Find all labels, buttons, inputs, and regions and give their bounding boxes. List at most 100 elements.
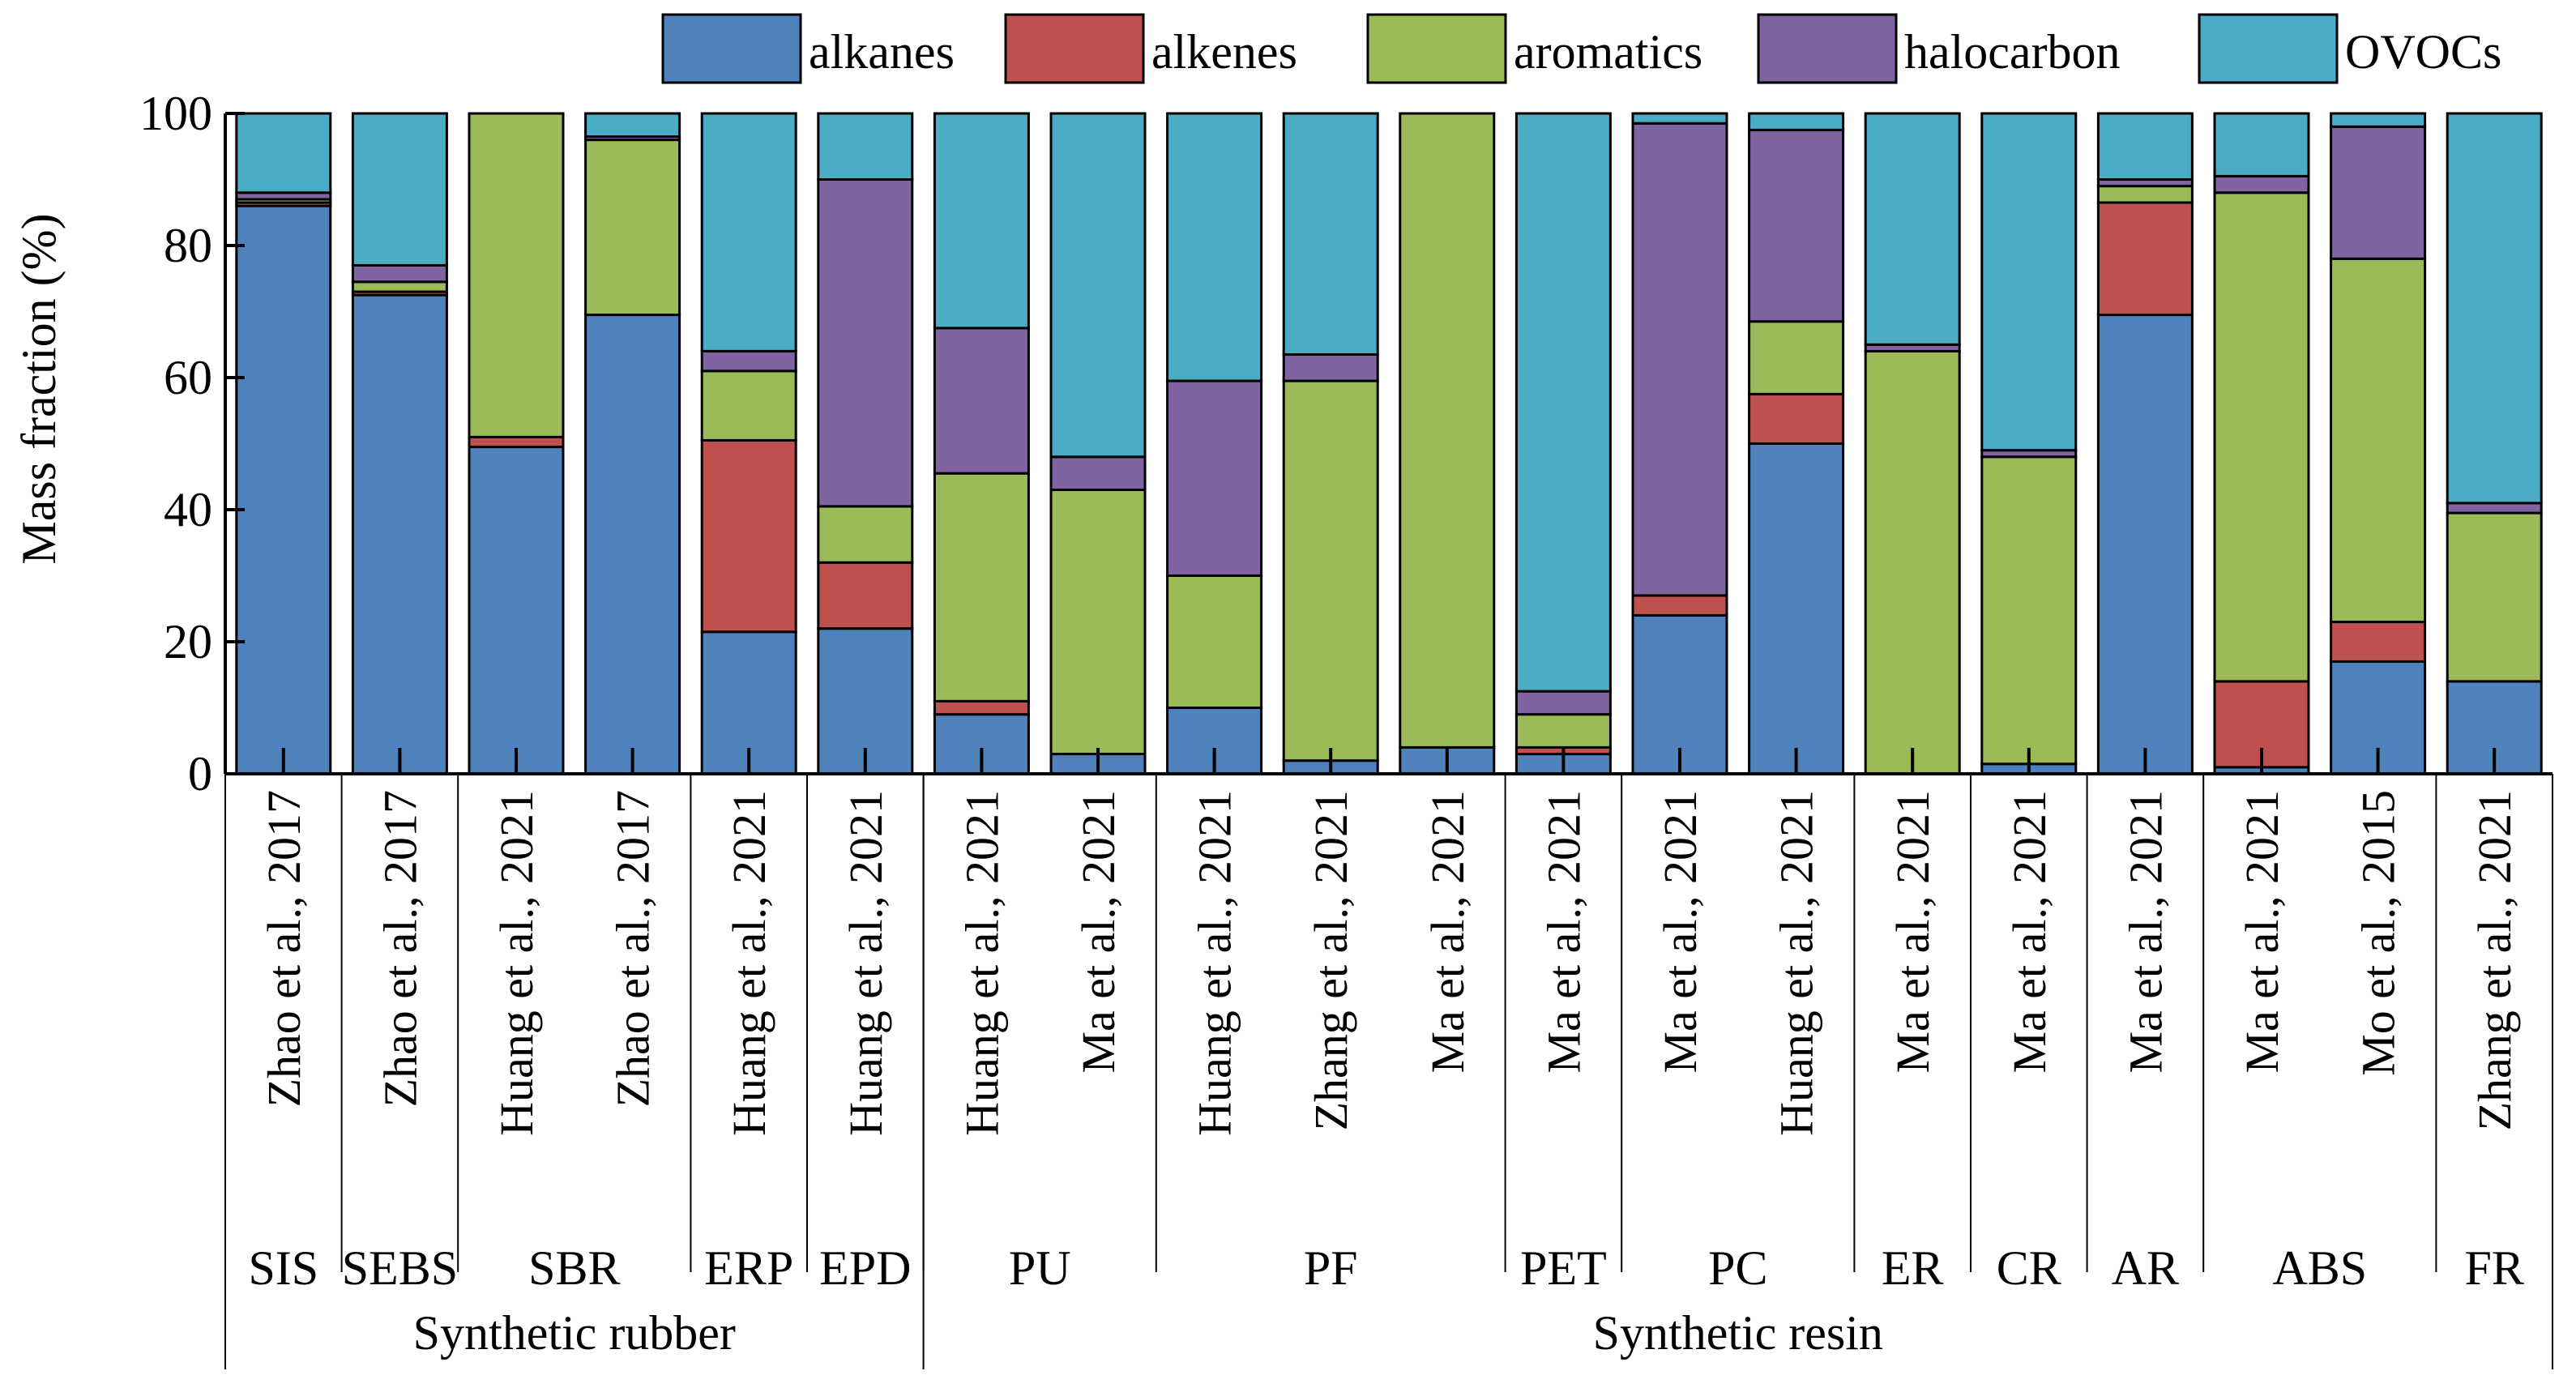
- bar-segment-halocarbon: [2330, 125, 2427, 260]
- x-axis-labels: Zhao et al., 2017 Zhao et al., 2017 Huang …: [224, 774, 2553, 1369]
- bar-segment-alkenes: [468, 435, 565, 449]
- category-label: Ma et al., 2021: [2119, 790, 2172, 1074]
- group-label: FR: [2465, 1241, 2524, 1295]
- group-label: CR: [1997, 1241, 2061, 1295]
- legend-swatch-OVOCs: [2198, 13, 2339, 84]
- bar-segment-OVOCs: [584, 112, 681, 139]
- y-axis-label: Mass fraction (%): [12, 213, 66, 564]
- category-label: Ma et al., 2021: [1421, 790, 1474, 1074]
- bar-segment-alkanes: [584, 314, 681, 775]
- legend-swatch-alkanes: [661, 13, 802, 84]
- bar-segment-aromatics: [1980, 455, 2078, 766]
- category-label: Huang et al., 2021: [955, 790, 1008, 1136]
- legend-swatch-aromatics: [1366, 13, 1507, 84]
- y-tick-label: 20: [164, 615, 212, 668]
- group-label: PC: [1708, 1241, 1767, 1295]
- bar-segment-halocarbon: [933, 327, 1030, 475]
- bar-segment-OVOCs: [351, 112, 448, 267]
- bar-segment-OVOCs: [2446, 112, 2543, 505]
- bar-segment-alkenes: [817, 561, 914, 630]
- legend-label: alkanes: [809, 25, 955, 79]
- bar-segment-OVOCs: [1980, 112, 2078, 452]
- axes: 0 20 40 60 80 100: [139, 87, 2553, 801]
- bar-segment-aromatics: [2096, 185, 2194, 204]
- bar-segment-aromatics: [1399, 112, 1496, 749]
- bar-segment-aromatics: [1748, 320, 1845, 395]
- group-label: PU: [1009, 1241, 1071, 1295]
- legend: alkanes alkenes aromatics halocarbon OVOCs: [661, 13, 2501, 84]
- bar-segment-aromatics: [817, 505, 914, 564]
- bar-segment-alkenes: [1631, 594, 1728, 617]
- legend-label: OVOCs: [2345, 25, 2501, 79]
- category-label: Zhao et al., 2017: [374, 790, 426, 1107]
- bar-segment-alkanes: [351, 293, 448, 775]
- category-label: Ma et al., 2021: [2236, 790, 2288, 1074]
- bar-segment-alkanes: [235, 204, 332, 775]
- bar-segment-alkenes: [933, 699, 1030, 716]
- bar-segment-OVOCs: [2096, 112, 2194, 181]
- bar-segment-alkanes: [1631, 613, 1728, 775]
- group-label: SBR: [528, 1241, 620, 1295]
- bar-segment-OVOCs: [1282, 112, 1379, 356]
- bar-segment-OVOCs: [1864, 112, 1961, 346]
- bar-segment-aromatics: [2330, 257, 2427, 624]
- bar-segment-alkenes: [700, 438, 797, 634]
- category-label: Ma et al., 2021: [1654, 790, 1707, 1074]
- group-label: AR: [2112, 1241, 2179, 1295]
- bar-segment-halocarbon: [1166, 379, 1263, 578]
- bar-segment-aromatics: [1166, 574, 1263, 709]
- bar-segment-alkenes: [2330, 621, 2427, 663]
- bars: [235, 112, 2543, 775]
- category-label: Huang et al., 2021: [490, 790, 543, 1136]
- group-label: PF: [1304, 1241, 1358, 1295]
- bar-segment-aromatics: [933, 472, 1030, 703]
- category-label: Huang et al., 2021: [1189, 790, 1241, 1136]
- bar-segment-halocarbon: [1514, 690, 1612, 716]
- bar-segment-alkanes: [1748, 442, 1845, 775]
- bar-segment-aromatics: [1282, 379, 1379, 762]
- group-label: SEBS: [342, 1241, 458, 1295]
- category-label: Ma et al., 2021: [1886, 790, 1939, 1074]
- bar-segment-halocarbon: [1631, 122, 1728, 597]
- bar-segment-aromatics: [700, 369, 797, 442]
- bar-segment-alkanes: [2096, 314, 2194, 775]
- bar-segment-halocarbon: [700, 349, 797, 373]
- bar-segment-OVOCs: [1748, 112, 1845, 131]
- category-label: Zhao et al., 2017: [607, 790, 660, 1107]
- bar-segment-OVOCs: [2330, 112, 2427, 128]
- category-label: Zhang et al., 2021: [1305, 790, 1357, 1130]
- y-tick-label: 80: [164, 219, 212, 272]
- bar-segment-aromatics: [2446, 511, 2543, 683]
- bar-segment-halocarbon: [1748, 128, 1845, 323]
- group-label: ER: [1882, 1241, 1944, 1295]
- category-label: Mo et al., 2015: [2352, 790, 2405, 1076]
- y-tick-label: 0: [188, 747, 212, 801]
- bar-segment-halocarbon: [1049, 455, 1147, 492]
- group-label: ERP: [704, 1241, 793, 1295]
- bar-segment-alkenes: [2096, 201, 2194, 317]
- category-label: Huang et al., 2021: [723, 790, 775, 1136]
- bar-segment-OVOCs: [700, 112, 797, 352]
- bar-segment-aromatics: [1049, 489, 1147, 756]
- legend-label: alkenes: [1151, 25, 1297, 79]
- bar-segment-halocarbon: [2213, 174, 2310, 194]
- bar-segment-OVOCs: [933, 112, 1030, 330]
- category-label: Huang et al., 2021: [839, 790, 892, 1136]
- legend-swatch-alkenes: [1004, 13, 1145, 84]
- bar-segment-alkanes: [468, 446, 565, 775]
- group-label: PET: [1520, 1241, 1607, 1295]
- bar-segment-aromatics: [2213, 191, 2310, 683]
- bar-segment-aromatics: [1514, 713, 1612, 749]
- bar-segment-OVOCs: [2213, 112, 2310, 177]
- legend-swatch-halocarbon: [1757, 13, 1898, 84]
- y-tick-label: 40: [164, 483, 212, 536]
- bar-segment-alkenes: [1748, 392, 1845, 445]
- supergroup-label: Synthetic resin: [1593, 1306, 1883, 1360]
- category-label: Zhao et al., 2017: [258, 790, 310, 1107]
- bar-segment-OVOCs: [1514, 112, 1612, 693]
- category-label: Zhang et al., 2021: [2468, 790, 2521, 1130]
- category-label: Ma et al., 2021: [2003, 790, 2056, 1074]
- bar-segment-OVOCs: [1166, 112, 1263, 382]
- legend-label: halocarbon: [1904, 25, 2121, 79]
